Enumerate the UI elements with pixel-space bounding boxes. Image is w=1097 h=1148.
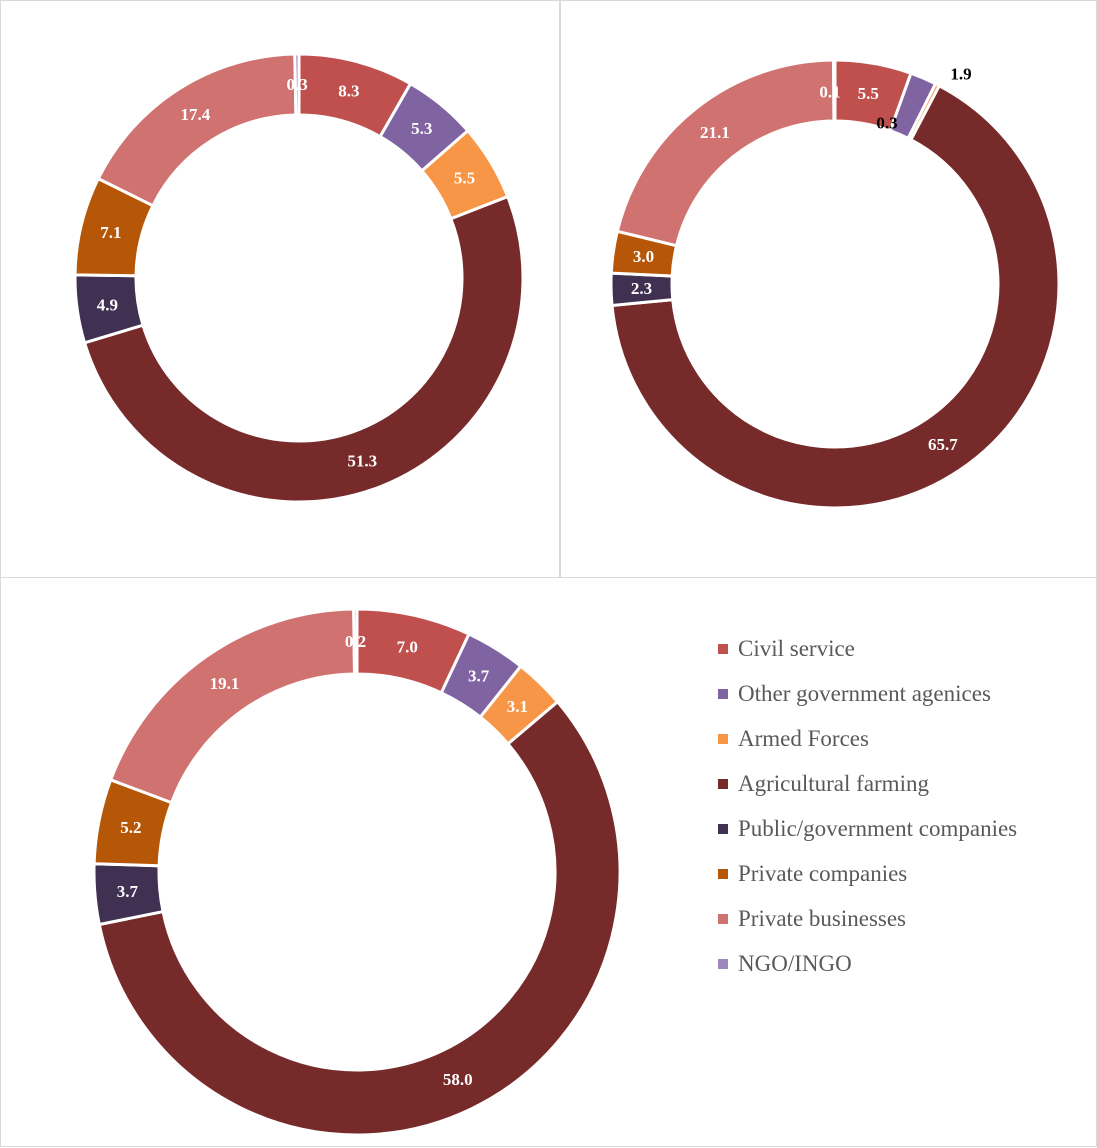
donut-slice-private-businesses <box>615 58 836 248</box>
donut-chart-2: 5.5 1.9 0.3 65.7 2.3 3.0 21.1 0.1 <box>609 58 1061 510</box>
data-label-ngo-ingo: 0.2 <box>345 632 366 651</box>
legend-item-agricultural-farming: Agricultural farming <box>718 772 1017 817</box>
legend-item-civil-service: Civil service <box>718 637 1017 682</box>
legend-swatch <box>718 734 728 744</box>
data-label-other-government-agenices: 1.9 <box>950 65 971 84</box>
data-label-agricultural-farming: 65.7 <box>928 435 958 454</box>
data-label-ngo-ingo: 0.1 <box>819 83 840 102</box>
legend-swatch <box>718 824 728 834</box>
data-label-armed-forces: 0.3 <box>876 114 897 133</box>
data-label-private-companies: 5.2 <box>120 818 141 837</box>
legend-label: Other government agenices <box>738 681 991 706</box>
donut-slice-ngo-ingo <box>832 58 837 123</box>
legend-label: Armed Forces <box>738 726 869 751</box>
legend-item-armed-forces: Armed Forces <box>718 727 1017 772</box>
data-label-armed-forces: 3.1 <box>507 697 528 716</box>
data-label-other-government-agenices: 5.3 <box>411 119 432 138</box>
data-label-private-companies: 3.0 <box>633 247 654 266</box>
data-label-private-companies: 7.1 <box>100 223 121 242</box>
legend-label: Agricultural farming <box>738 771 929 796</box>
legend-item-other-government-agencies: Other government agenices <box>718 682 1017 727</box>
legend-swatch <box>718 779 728 789</box>
legend-swatch <box>718 959 728 969</box>
data-label-private-businesses: 19.1 <box>210 674 240 693</box>
donut-slice-agricultural-farming <box>82 194 525 504</box>
data-label-private-businesses: 17.4 <box>181 105 211 124</box>
data-label-agricultural-farming: 51.3 <box>347 451 377 470</box>
data-label-private-businesses: 21.1 <box>700 123 730 142</box>
legend-label: Public/government companies <box>738 816 1018 841</box>
data-label-ngo-ingo: 0.3 <box>287 75 308 94</box>
legend-swatch <box>718 644 728 654</box>
legend-swatch <box>718 869 728 879</box>
donut-slice-ngo-ingo <box>352 607 359 676</box>
data-label-other-government-agenices: 3.7 <box>468 667 490 686</box>
legend-item-private-companies: Private companies <box>718 862 1017 907</box>
data-label-public-government-companies: 3.7 <box>117 882 139 901</box>
data-label-civil-service: 5.5 <box>858 84 879 103</box>
donut-chart-panel-2: 5.5 1.9 0.3 65.7 2.3 3.0 21.1 0.1 <box>560 0 1097 578</box>
donut-slice-private-businesses <box>96 52 298 208</box>
data-label-agricultural-farming: 58.0 <box>443 1070 473 1089</box>
data-label-public-government-companies: 4.9 <box>97 295 118 314</box>
donut-slice-private-businesses <box>108 607 357 805</box>
legend-item-ngo-ingo: NGO/INGO <box>718 952 1017 997</box>
data-label-public-government-companies: 2.3 <box>631 279 652 298</box>
donut-chart-3: 7.0 3.7 3.1 58.0 3.7 5.2 19.1 0.2 <box>92 607 622 1137</box>
legend-item-private-businesses: Private businesses <box>718 907 1017 952</box>
donut-chart-1: 8.3 5.3 5.5 51.3 4.9 7.1 17.4 0.3 <box>73 52 525 504</box>
legend-label: Private companies <box>738 861 908 886</box>
legend-item-public-government-companies: Public/government companies <box>718 817 1017 862</box>
data-label-civil-service: 7.0 <box>397 638 418 657</box>
legend-label: Private businesses <box>738 906 907 931</box>
donut-slice-ngo-ingo <box>293 52 301 117</box>
donut-chart-panel-3: 7.0 3.7 3.1 58.0 3.7 5.2 19.1 0.2 <box>0 577 1097 1147</box>
data-label-civil-service: 8.3 <box>338 82 359 101</box>
data-label-armed-forces: 5.5 <box>454 168 475 187</box>
legend-label: Civil service <box>738 636 855 661</box>
donut-slice-agricultural-farming <box>97 699 622 1137</box>
legend-swatch <box>718 914 728 924</box>
chart-legend: Civil service Other government agenices … <box>718 637 1017 997</box>
legend-label: NGO/INGO <box>738 951 852 976</box>
legend-swatch <box>718 689 728 699</box>
donut-slice-agricultural-farming <box>610 83 1061 510</box>
donut-chart-panel-1: 8.3 5.3 5.5 51.3 4.9 7.1 17.4 0.3 <box>0 0 560 578</box>
